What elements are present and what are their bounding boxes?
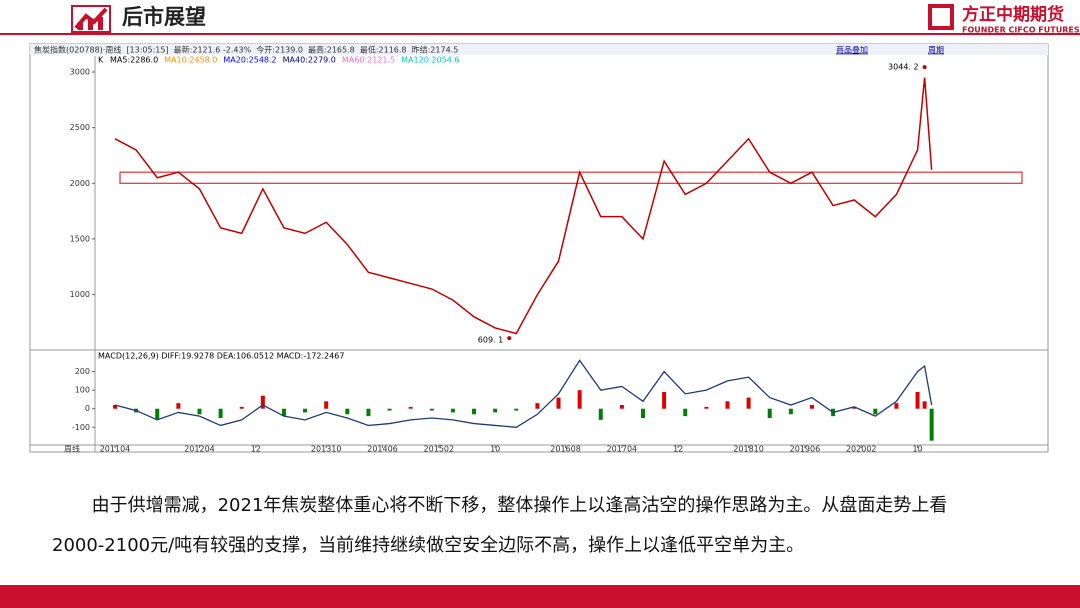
macd-bar — [429, 408, 434, 411]
macd-bar — [303, 408, 308, 413]
macd-bar — [598, 408, 603, 420]
macd-bar — [894, 403, 899, 409]
x-tick-label: 201104 — [100, 445, 131, 454]
legend-entry: MA60:2121.5 — [342, 56, 395, 65]
macd-bar — [176, 403, 181, 409]
macd-bar — [873, 408, 878, 415]
toolbar-button[interactable]: 商品叠加 — [836, 45, 868, 55]
macd-bar — [683, 408, 688, 417]
header-rule — [0, 33, 1080, 35]
logo-text: 方正中期期货 — [962, 4, 1064, 25]
y-tick-label: 3000 — [70, 68, 90, 77]
macd-bar — [324, 401, 329, 409]
macd-bar — [746, 397, 751, 409]
price-line — [114, 77, 933, 335]
body-text: 由于供增需减，2021年焦炭整体重心将不断下移，整体操作上以逢高沽空的操作思路为… — [52, 495, 948, 556]
macd-bar — [725, 401, 730, 409]
macd-bar — [239, 406, 244, 409]
kind-label: K — [98, 56, 104, 65]
macd-bar — [450, 408, 455, 413]
support-band — [119, 171, 1023, 184]
header-title: 后市展望 — [122, 5, 206, 29]
header-bar — [0, 0, 1080, 34]
legend-entry: MA20:2548.2 — [223, 56, 276, 65]
macd-bar — [556, 397, 561, 409]
macd-bar — [514, 408, 519, 411]
y-tick-label: 1500 — [70, 234, 90, 243]
x-tick-label: 201406 — [367, 445, 398, 454]
footer-bar — [0, 585, 1080, 608]
x-tick-label: 201608 — [550, 445, 581, 454]
macd-bar — [809, 405, 814, 409]
logo-mark — [928, 4, 954, 30]
macd-bar — [113, 405, 117, 409]
legend-entry: MA120:2054.6 — [401, 56, 459, 65]
y-tick-label: 200 — [75, 367, 90, 376]
y-tick-label: 1000 — [70, 290, 90, 299]
y-tick-label: 2500 — [70, 123, 90, 132]
y-tick-label: -100 — [72, 423, 90, 432]
x-tick-label: 10 — [912, 445, 922, 454]
y-tick-label: 2000 — [70, 179, 90, 188]
macd-bar — [366, 408, 371, 417]
macd-bar — [619, 405, 624, 409]
header-icon — [71, 5, 111, 33]
legend-entry: MA40:2279.0 — [283, 56, 336, 65]
diff-line — [114, 359, 933, 428]
macd-bar — [345, 408, 350, 415]
macd-bar — [929, 408, 934, 441]
macd-bar — [767, 408, 772, 418]
macd-bar — [788, 408, 793, 415]
macd-bar — [197, 408, 202, 415]
macd-legend: MACD(12,26,9) DIFF:19.9278 DEA:106.0512 … — [98, 352, 344, 361]
x-tick-label: 201906 — [790, 445, 821, 454]
annotation-point — [507, 336, 512, 341]
logo-en: FOUNDER CIFCO FUTURES — [962, 26, 1080, 35]
x-tick-label: 10 — [490, 445, 500, 454]
macd-bar — [915, 392, 920, 409]
annotation-point — [922, 65, 927, 70]
macd-bar — [155, 408, 160, 420]
y-tick-label: 0 — [85, 404, 90, 413]
annotation-label: 609. 1 — [478, 336, 503, 345]
macd-bar — [281, 408, 286, 417]
x-tick-label: 201502 — [424, 445, 455, 454]
annotation-label: 3044. 2 — [888, 63, 919, 72]
macd-bar — [577, 390, 582, 409]
toolbar-button[interactable]: 周期 — [928, 46, 944, 55]
macd-bar — [704, 406, 709, 409]
macd-bar — [387, 408, 392, 411]
x-tick-label: 202002 — [846, 445, 877, 454]
x-tick-label: 201204 — [184, 445, 215, 454]
macd-bar — [662, 392, 667, 409]
macd-bar — [260, 395, 265, 409]
toolbar-info: 焦炭指数(020788)·周线 [13:05:15] 最新:2121.6 -2.… — [34, 45, 458, 55]
macd-bar — [472, 408, 477, 415]
macd-bar — [641, 408, 645, 418]
x-tick-label: 201704 — [607, 445, 638, 454]
macd-bar — [408, 406, 413, 409]
chart-toolbar — [30, 44, 1048, 55]
y-tick-label: 100 — [75, 386, 90, 395]
macd-bar — [218, 408, 223, 418]
x-tick-label: 201310 — [311, 445, 342, 454]
legend-entry: MA5:2286.0 — [110, 56, 158, 65]
chart-frame — [29, 43, 1049, 453]
x-tick-label: 201810 — [733, 445, 764, 454]
macd-bar — [535, 403, 540, 409]
macd-bar — [922, 401, 927, 409]
x-tick-label: 12 — [251, 445, 261, 454]
macd-bar — [493, 408, 498, 413]
x-tick-label: 12 — [673, 445, 683, 454]
legend-entry: MA10:2458.0 — [164, 56, 217, 65]
macd-bar — [852, 406, 857, 409]
x-axis-label: 周线 — [64, 444, 80, 454]
